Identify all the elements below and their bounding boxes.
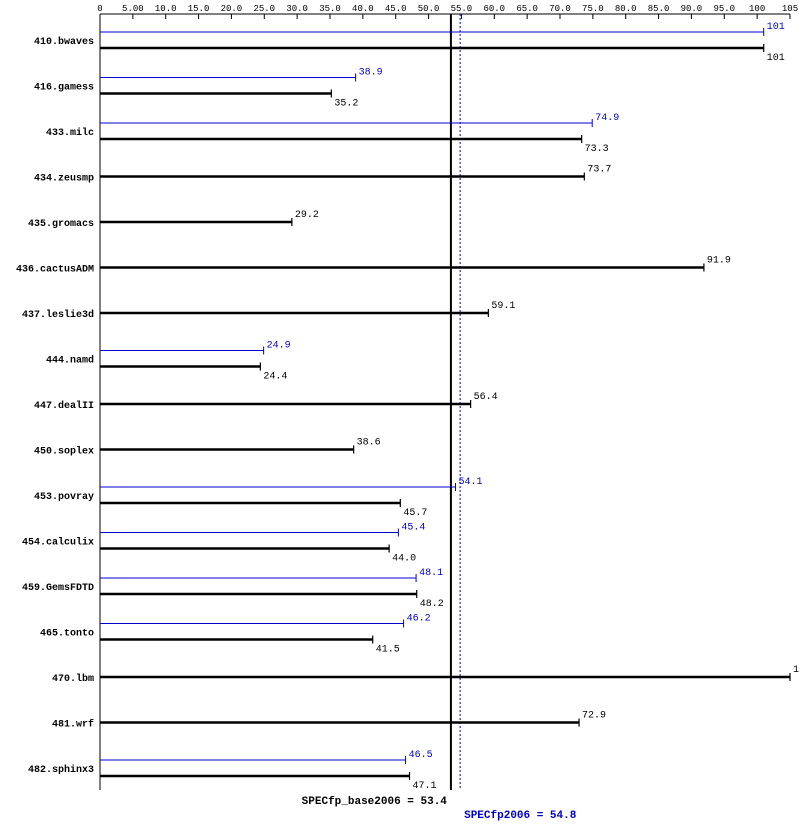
benchmark-label: 436.cactusADM — [16, 265, 94, 276]
benchmark-row: 437.leslie3d 59.1 — [22, 301, 515, 321]
x-axis-tick-label: 35.0 — [319, 4, 341, 14]
x-axis-tick-label: 50.0 — [418, 4, 440, 14]
peak-value: 45.4 — [401, 523, 425, 534]
benchmark-row: 454.calculix 45.4 44.0 — [22, 523, 425, 565]
peak-value: 48.1 — [419, 568, 443, 579]
benchmark-row: 470.lbm 105 — [52, 665, 799, 685]
base-value: 44.0 — [392, 554, 416, 565]
benchmark-label: 465.tonto — [40, 629, 94, 640]
peak-value: 38.9 — [359, 68, 383, 79]
benchmark-label: 450.soplex — [34, 446, 94, 458]
benchmark-label: 435.gromacs — [28, 219, 94, 230]
base-value: 59.1 — [491, 301, 515, 312]
benchmark-label: 481.wrf — [52, 719, 94, 731]
base-value: 101 — [767, 53, 785, 64]
x-axis-tick-label: 5.00 — [122, 4, 144, 14]
base-value: 41.5 — [376, 645, 400, 656]
benchmark-row: 444.namd 24.9 24.4 — [46, 341, 291, 383]
benchmark-row: 416.gamess 38.9 35.2 — [34, 68, 383, 110]
x-axis-tick-label: 70.0 — [549, 4, 571, 14]
x-axis-tick-label: 40.0 — [352, 4, 374, 14]
benchmark-row: 450.soplex 38.6 — [34, 438, 381, 458]
benchmark-row: 433.milc 74.9 73.3 — [46, 113, 619, 155]
benchmark-label: 444.namd — [46, 355, 94, 367]
benchmark-row: 465.tonto 46.2 41.5 — [40, 614, 431, 656]
benchmark-row: 453.povray 54.1 45.7 — [34, 477, 483, 519]
base-value: 38.6 — [357, 438, 381, 449]
peak-value: 46.5 — [409, 750, 433, 761]
benchmark-rows: 410.bwaves 101 101 416.gamess 38.9 35.2 433.mi… — [16, 22, 799, 792]
peak-value: 24.9 — [267, 341, 291, 352]
base-value: 29.2 — [295, 210, 319, 221]
base-value: 105 — [793, 665, 799, 676]
x-axis-tick-label: 30.0 — [286, 4, 308, 14]
base-value: 73.7 — [587, 165, 611, 176]
x-axis-tick-label: 55.0 — [451, 4, 473, 14]
x-axis-tick-label: 65.0 — [516, 4, 538, 14]
x-axis-tick-label: 10.0 — [155, 4, 177, 14]
peak-value: 74.9 — [595, 113, 619, 124]
base-value: 35.2 — [334, 99, 358, 110]
benchmark-chart: 0 5.00 10.0 15.0 20.0 25.0 30.0 35.0 40.0 45.0 50.… — [0, 0, 799, 831]
x-axis: 0 5.00 10.0 15.0 20.0 25.0 30.0 35.0 40.0 45.0 50.… — [97, 4, 798, 790]
x-axis-tick-label: 80.0 — [615, 4, 637, 14]
benchmark-label: 470.lbm — [52, 673, 94, 685]
x-axis-tick-label: 45.0 — [385, 4, 407, 14]
benchmark-label: 447.dealII — [34, 400, 94, 412]
peak-value: 54.1 — [459, 477, 483, 488]
benchmark-row: 459.GemsFDTD 48.1 48.2 — [22, 568, 444, 610]
benchmark-label: 454.calculix — [22, 537, 94, 549]
peak-value: 101 — [767, 22, 785, 33]
benchmark-row: 435.gromacs 29.2 — [28, 210, 319, 230]
benchmark-label: 434.zeusmp — [34, 174, 94, 185]
benchmark-label: 482.sphinx3 — [28, 764, 94, 776]
baseline-label: SPECfp_base2006 = 53.4 — [302, 796, 448, 808]
x-axis-tick-label: 85.0 — [648, 4, 670, 14]
x-axis-tick-label: 90.0 — [681, 4, 703, 14]
benchmark-label: 437.leslie3d — [22, 309, 94, 321]
benchmark-label: 459.GemsFDTD — [22, 583, 94, 594]
peak-value: 46.2 — [407, 614, 431, 625]
x-axis-tick-label: 75.0 — [582, 4, 604, 14]
benchmark-row: 436.cactusADM 91.9 — [16, 256, 731, 276]
x-axis-tick-label: 105 — [782, 4, 798, 14]
x-axis-tick-label: 95.0 — [713, 4, 735, 14]
x-axis-tick-label: 60.0 — [483, 4, 505, 14]
benchmark-row: 447.dealII 56.4 — [34, 392, 498, 412]
base-value: 48.2 — [420, 599, 444, 610]
x-axis-tick-label: 20.0 — [221, 4, 243, 14]
base-value: 73.3 — [585, 144, 609, 155]
base-value: 91.9 — [707, 256, 731, 267]
base-value: 47.1 — [413, 781, 437, 792]
x-axis-tick-label: 0 — [97, 4, 102, 14]
benchmark-row: 410.bwaves 101 101 — [34, 22, 785, 64]
benchmark-label: 410.bwaves — [34, 36, 94, 48]
benchmark-row: 434.zeusmp 73.7 — [34, 165, 611, 185]
base-value: 56.4 — [474, 392, 498, 403]
benchmark-label: 416.gamess — [34, 83, 94, 94]
base-value: 45.7 — [403, 508, 427, 519]
benchmark-label: 433.milc — [46, 127, 94, 139]
base-value: 24.4 — [263, 372, 287, 383]
x-axis-tick-label: 25.0 — [253, 4, 275, 14]
peak-label: SPECfp2006 = 54.8 — [464, 810, 577, 822]
benchmark-row: 482.sphinx3 46.5 47.1 — [28, 750, 437, 792]
x-axis-tick-label: 15.0 — [188, 4, 210, 14]
benchmark-row: 481.wrf 72.9 — [52, 711, 606, 731]
x-axis-tick-label: 100 — [749, 4, 765, 14]
benchmark-label: 453.povray — [34, 492, 94, 503]
base-value: 72.9 — [582, 711, 606, 722]
